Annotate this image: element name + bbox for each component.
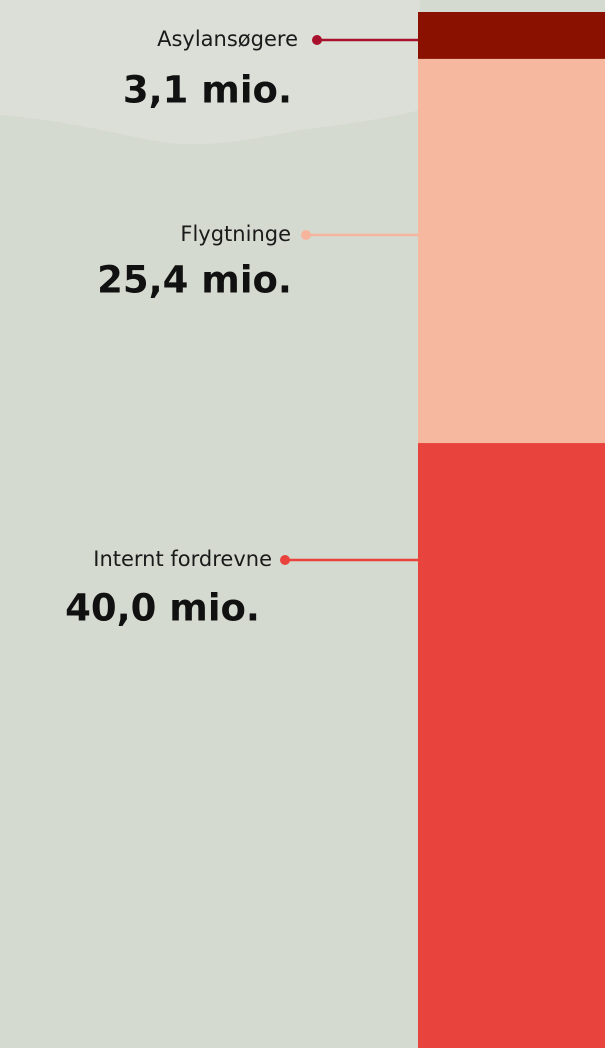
value-label: 3,1 mio.	[123, 69, 292, 112]
category-label: Internt fordrevne	[93, 547, 272, 571]
category-label: Asylansøgere	[157, 27, 298, 51]
leader-dot	[301, 230, 311, 240]
category-label: Flygtninge	[180, 222, 291, 246]
leader-dot	[312, 35, 322, 45]
bar-segment	[418, 12, 605, 59]
bar-segment	[418, 443, 605, 1048]
bar-segment	[418, 58, 605, 444]
value-label: 40,0 mio.	[65, 587, 260, 630]
value-label: 25,4 mio.	[97, 259, 292, 302]
leader-dot	[280, 555, 290, 565]
